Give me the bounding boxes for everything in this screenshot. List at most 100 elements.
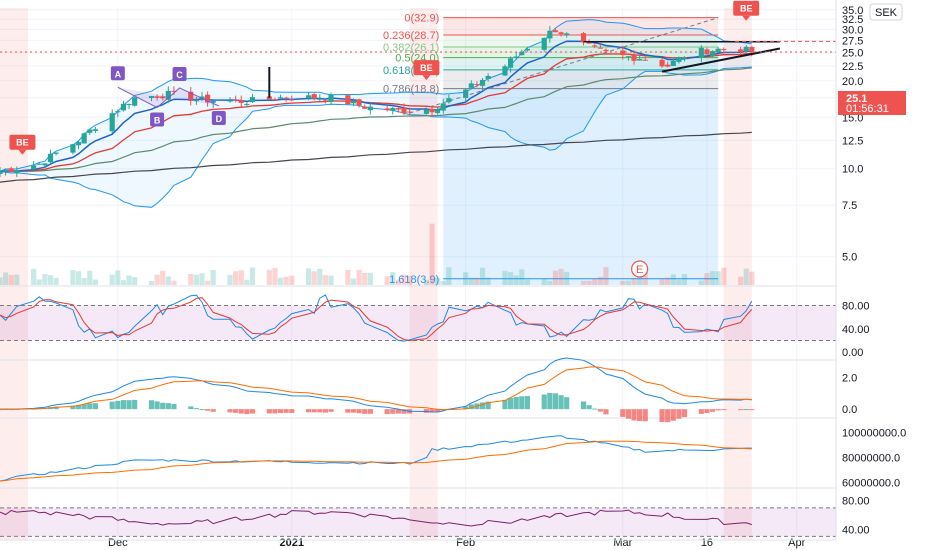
macd-histogram-bar xyxy=(188,406,194,410)
x-tick-label: Feb xyxy=(456,537,475,549)
volume-bar xyxy=(47,275,54,285)
panel-y-tick-label: 2.0 xyxy=(842,373,857,385)
macd-histogram-bar xyxy=(715,409,721,411)
volume-bar xyxy=(367,272,373,285)
volume-bar xyxy=(502,270,508,285)
x-tick-label: 16 xyxy=(701,537,713,549)
candle-body xyxy=(681,57,688,59)
panel-y-tick-label: 80000000.0 xyxy=(842,452,900,464)
volume-bar xyxy=(395,279,401,285)
volume-bar xyxy=(406,275,413,285)
y-tick-label: 15.0 xyxy=(842,112,863,124)
y-tick-label: 20.0 xyxy=(842,76,863,88)
macd-histogram-bar xyxy=(479,402,486,410)
volume-bar xyxy=(188,274,194,285)
volume-bar xyxy=(721,267,727,285)
macd-histogram-bar xyxy=(328,409,334,412)
x-tick-label: Mar xyxy=(613,537,632,549)
volume-bar xyxy=(238,270,244,285)
candle-body xyxy=(463,89,469,98)
macd-histogram-bar xyxy=(266,409,272,414)
candle-body xyxy=(75,142,82,146)
volume-bar xyxy=(42,274,48,285)
volume-bar xyxy=(87,270,93,285)
candle-body xyxy=(676,57,682,62)
volume-bar xyxy=(306,268,312,285)
ema-50-line xyxy=(0,67,752,173)
fib-zone xyxy=(443,69,719,89)
candle-body xyxy=(709,51,716,56)
candle-body xyxy=(42,163,48,166)
macd-histogram-bar xyxy=(435,409,441,412)
volume-bar xyxy=(233,271,239,285)
y-tick-label: 22.5 xyxy=(842,61,863,73)
volume-bar xyxy=(148,280,155,285)
macd-histogram-bar xyxy=(625,409,631,419)
candle-body xyxy=(435,109,441,114)
volume-bar xyxy=(715,271,721,285)
macd-histogram-bar xyxy=(620,409,626,417)
candle-body xyxy=(507,58,514,68)
macd-histogram-bar xyxy=(423,409,430,413)
macd-histogram-bar xyxy=(698,409,704,414)
candle-body xyxy=(328,94,334,102)
candle-body xyxy=(552,30,559,33)
candle-body xyxy=(384,108,390,111)
panel-y-tick-label: 40.00 xyxy=(842,524,870,536)
volume-bar xyxy=(249,267,256,285)
candle-body xyxy=(558,32,564,35)
candle-body xyxy=(283,97,289,99)
badge-pointer xyxy=(18,149,27,155)
volume-bar xyxy=(519,269,525,285)
x-tick-label: Apr xyxy=(788,537,805,549)
candle-body xyxy=(524,48,530,51)
candle-body xyxy=(238,99,244,103)
candle-body xyxy=(109,113,115,132)
rsi-band-fill xyxy=(0,507,836,537)
candle-body xyxy=(659,59,665,67)
macd-histogram-bar xyxy=(356,409,362,414)
volume-bar xyxy=(541,279,547,285)
candle-body xyxy=(474,84,480,86)
macd-histogram-bar xyxy=(597,409,603,412)
volume-bar xyxy=(171,280,177,285)
macd-histogram-bar xyxy=(249,409,256,414)
macd-histogram-bar xyxy=(148,400,155,410)
candle-body xyxy=(642,59,648,61)
macd-histogram-bar xyxy=(8,409,14,411)
candle-body xyxy=(390,108,396,111)
fib-level-label: 1.618(3.9) xyxy=(389,274,439,286)
pattern-point-marker xyxy=(211,110,226,125)
candle-body xyxy=(698,47,704,58)
badge-pointer xyxy=(742,15,751,21)
macd-histogram-bar xyxy=(558,395,564,410)
volume-bar xyxy=(586,280,592,285)
candle-body xyxy=(637,59,643,61)
volume-bar xyxy=(743,268,749,285)
volume-bar xyxy=(446,267,452,285)
macd-histogram-bar xyxy=(586,405,592,410)
candle-body xyxy=(205,94,211,103)
macd-histogram-bar xyxy=(524,396,530,410)
obv-line xyxy=(0,435,752,482)
volume-bar xyxy=(507,272,514,285)
volume-bar xyxy=(698,280,704,285)
candle-body xyxy=(199,96,205,99)
candle-body xyxy=(47,153,54,163)
macd-histogram-bar xyxy=(154,401,160,410)
macd-histogram-bar xyxy=(306,409,312,413)
last-price-value: 25.1 xyxy=(846,93,867,105)
volume-bar xyxy=(283,276,289,285)
stochastic-band-fill xyxy=(0,305,836,341)
candle-body xyxy=(440,103,446,111)
earnings-icon[interactable] xyxy=(631,260,649,278)
candle-body xyxy=(0,171,3,174)
panel-y-tick-label: 0.0 xyxy=(842,404,857,416)
fib-level-label: 0.236(28.7) xyxy=(383,30,439,42)
volume-bar xyxy=(552,270,559,285)
candle-body xyxy=(631,54,637,61)
currency-button[interactable]: SEK xyxy=(869,3,903,21)
candle-body xyxy=(356,99,362,106)
y-tick-label: 12.5 xyxy=(842,135,863,147)
